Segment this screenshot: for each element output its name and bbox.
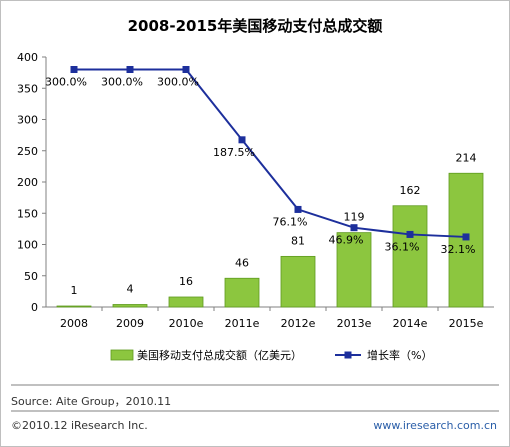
bar: [112, 304, 148, 308]
bar: [392, 205, 428, 308]
growth-rate-label: 32.1%: [441, 243, 476, 256]
growth-rate-label: 187.5%: [213, 146, 255, 159]
bar-value-label: 16: [179, 275, 193, 288]
bar-value-label: 46: [235, 256, 249, 269]
bar-value-label: 162: [400, 184, 421, 197]
website-link[interactable]: www.iresearch.com.cn: [373, 419, 497, 432]
x-tick-label: 2008: [60, 317, 88, 330]
legend-bar-label: 美国移动支付总成交额（亿美元）: [137, 348, 302, 362]
copyright: ©2010.12 iResearch Inc.: [11, 419, 148, 432]
growth-rate-label: 300.0%: [45, 76, 87, 89]
x-tick-label: 2010e: [169, 317, 204, 330]
x-tick-label: 2009: [116, 317, 144, 330]
growth-rate-label: 300.0%: [157, 76, 199, 89]
legend: 美国移动支付总成交额（亿美元） 增长率（%）: [110, 348, 432, 362]
chart-title: 2008-2015年美国移动支付总成交额: [128, 17, 383, 35]
legend-line-label: 增长率（%）: [367, 348, 432, 362]
bar: [336, 232, 372, 308]
growth-rate-point: [294, 205, 302, 213]
legend-line-marker: [344, 351, 352, 359]
bar-value-label: 119: [344, 211, 365, 224]
bar: [224, 277, 260, 308]
y-tick-label: 50: [24, 270, 38, 283]
bar: [56, 305, 92, 308]
growth-rate-line: [74, 68, 467, 238]
y-tick-label: 0: [31, 301, 38, 314]
y-tick-label: 300: [17, 114, 38, 127]
bar: [280, 255, 316, 308]
y-tick-label: 400: [17, 51, 38, 64]
bar-value-label: 1: [71, 284, 78, 297]
growth-rate-label: 36.1%: [385, 240, 420, 253]
y-tick-label: 350: [17, 82, 38, 95]
x-tick-label: 2015e: [449, 317, 484, 330]
y-tick-label: 250: [17, 145, 38, 158]
legend-bar-swatch: [110, 349, 134, 361]
growth-rate-label: 46.9%: [329, 234, 364, 247]
y-tick-label: 150: [17, 207, 38, 220]
bar: [168, 296, 204, 308]
growth-rate-point: [182, 66, 190, 73]
bar-value-label: 81: [291, 234, 305, 247]
y-tick-label: 200: [17, 176, 38, 189]
source-note: Source: Aite Group，2010.11: [11, 395, 172, 408]
growth-rate-point: [406, 230, 414, 238]
growth-rate-point: [70, 66, 78, 73]
x-tick-label: 2012e: [281, 317, 316, 330]
growth-rate-point: [126, 66, 134, 73]
bar-value-label: 214: [456, 151, 477, 164]
plot-area: 0 50 100 150 200 250 300 350 400 2008 1 2009 4 2010e 1…: [17, 51, 494, 330]
bar-value-label: 4: [127, 283, 134, 296]
growth-rate-point: [350, 224, 358, 232]
growth-rate-label: 76.1%: [273, 215, 308, 228]
x-tick-label: 2011e: [225, 317, 260, 330]
x-tick-label: 2014e: [393, 317, 428, 330]
growth-rate-point: [462, 233, 470, 241]
y-tick-label: 100: [17, 239, 38, 252]
growth-rate-label: 300.0%: [101, 76, 143, 89]
growth-rate-point: [238, 136, 246, 144]
x-tick-label: 2013e: [337, 317, 372, 330]
